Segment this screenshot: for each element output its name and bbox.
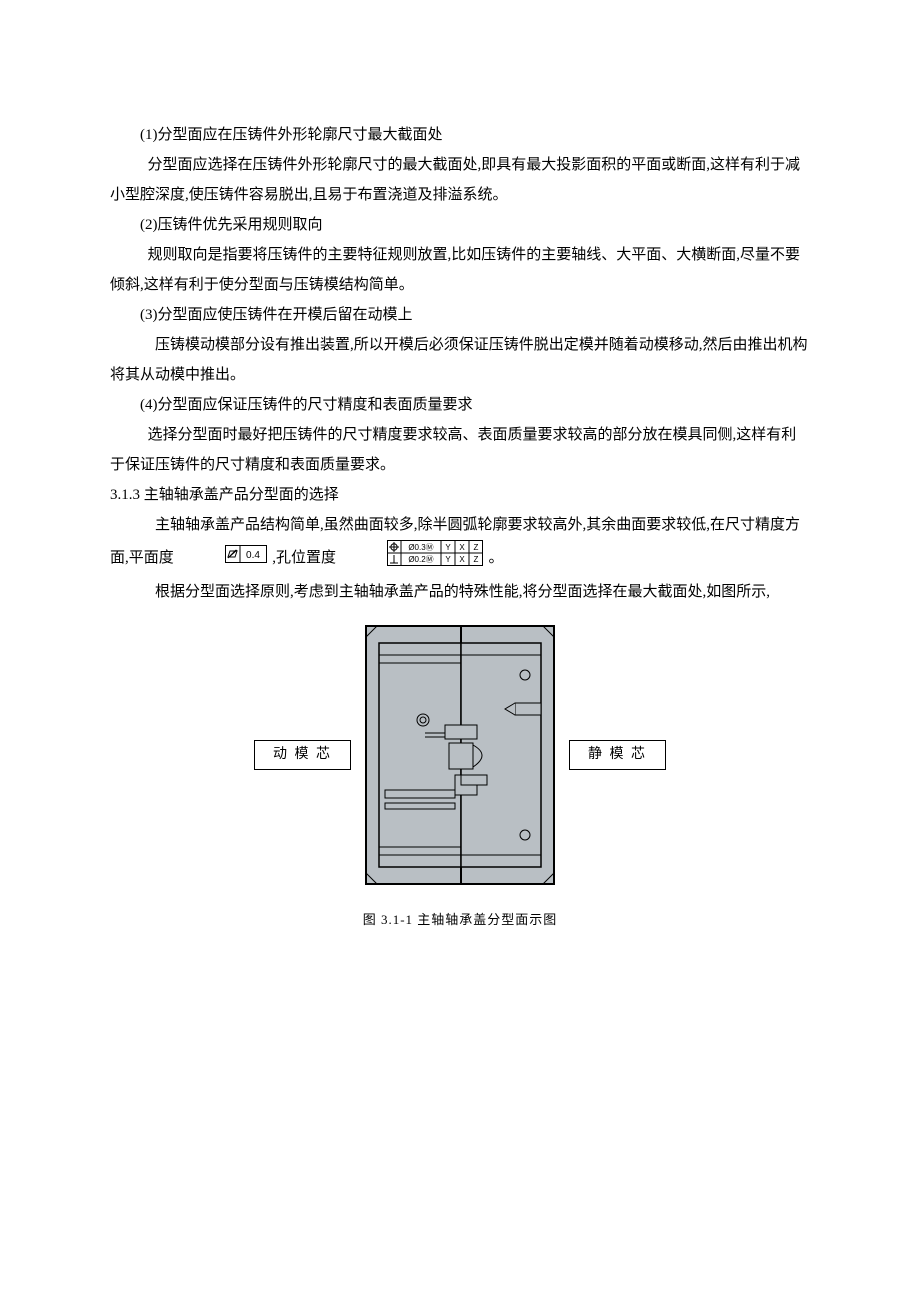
pos-bot-value: Ø0.2Ⓜ (408, 555, 433, 564)
document-page: (1)分型面应在压铸件外形轮廓尺寸最大截面处 分型面应选择在压铸件外形轮廓尺寸的… (0, 0, 920, 1302)
position-tolerance-symbol: Ø0.3Ⓜ Ø0.2Ⓜ Y X Z Y X Z (342, 540, 483, 577)
datum-z-bot: Z (473, 555, 478, 564)
section-1-body: 分型面应选择在压铸件外形轮廓尺寸的最大截面处,即具有最大投影面积的平面或断面,这… (110, 150, 810, 210)
parting-surface-diagram (365, 625, 555, 885)
datum-y-bot: Y (445, 555, 451, 564)
subsection-p1: 主轴轴承盖产品结构简单,虽然曲面较多,除半圆弧轮廓要求较高外,其余曲面要求较低,… (110, 510, 810, 577)
flatness-tolerance-symbol: 0.4 (180, 544, 267, 574)
section-3-body: 压铸模动模部分设有推出装置,所以开模后必须保证压铸件脱出定模并随着动模移动,然后… (110, 330, 810, 390)
datum-x-top: X (459, 543, 465, 552)
section-4-head: (4)分型面应保证压铸件的尺寸精度和表面质量要求 (110, 390, 810, 420)
section-4-body: 选择分型面时最好把压铸件的尺寸精度要求较高、表面质量要求较高的部分放在模具同侧,… (110, 420, 810, 480)
datum-y-top: Y (445, 543, 451, 552)
datum-z-top: Z (473, 543, 478, 552)
section-2-head: (2)压铸件优先采用规则取向 (110, 210, 810, 240)
figure-row: 动 模 芯 (254, 625, 666, 885)
sub-p1b: ,孔位置度 (272, 550, 336, 566)
right-core-label: 静 模 芯 (569, 740, 666, 771)
figure-wrapper: 动 模 芯 (110, 625, 810, 885)
subsection-p2: 根据分型面选择原则,考虑到主轴轴承盖产品的特殊性能,将分型面选择在最大截面处,如… (110, 577, 810, 607)
section-1-head: (1)分型面应在压铸件外形轮廓尺寸最大截面处 (110, 120, 810, 150)
datum-x-bot: X (459, 555, 465, 564)
section-2-body: 规则取向是指要将压铸件的主要特征规则放置,比如压铸件的主要轴线、大平面、大横断面… (110, 240, 810, 300)
figure-caption: 图 3.1-1 主轴轴承盖分型面示图 (110, 907, 810, 933)
sub-p1c: 。 (489, 550, 504, 566)
left-core-label: 动 模 芯 (254, 740, 351, 771)
flatness-value: 0.4 (246, 550, 260, 561)
pos-top-value: Ø0.3Ⓜ (408, 543, 433, 552)
subsection-title: 3.1.3 主轴轴承盖产品分型面的选择 (110, 480, 810, 510)
section-3-head: (3)分型面应使压铸件在开模后留在动模上 (110, 300, 810, 330)
